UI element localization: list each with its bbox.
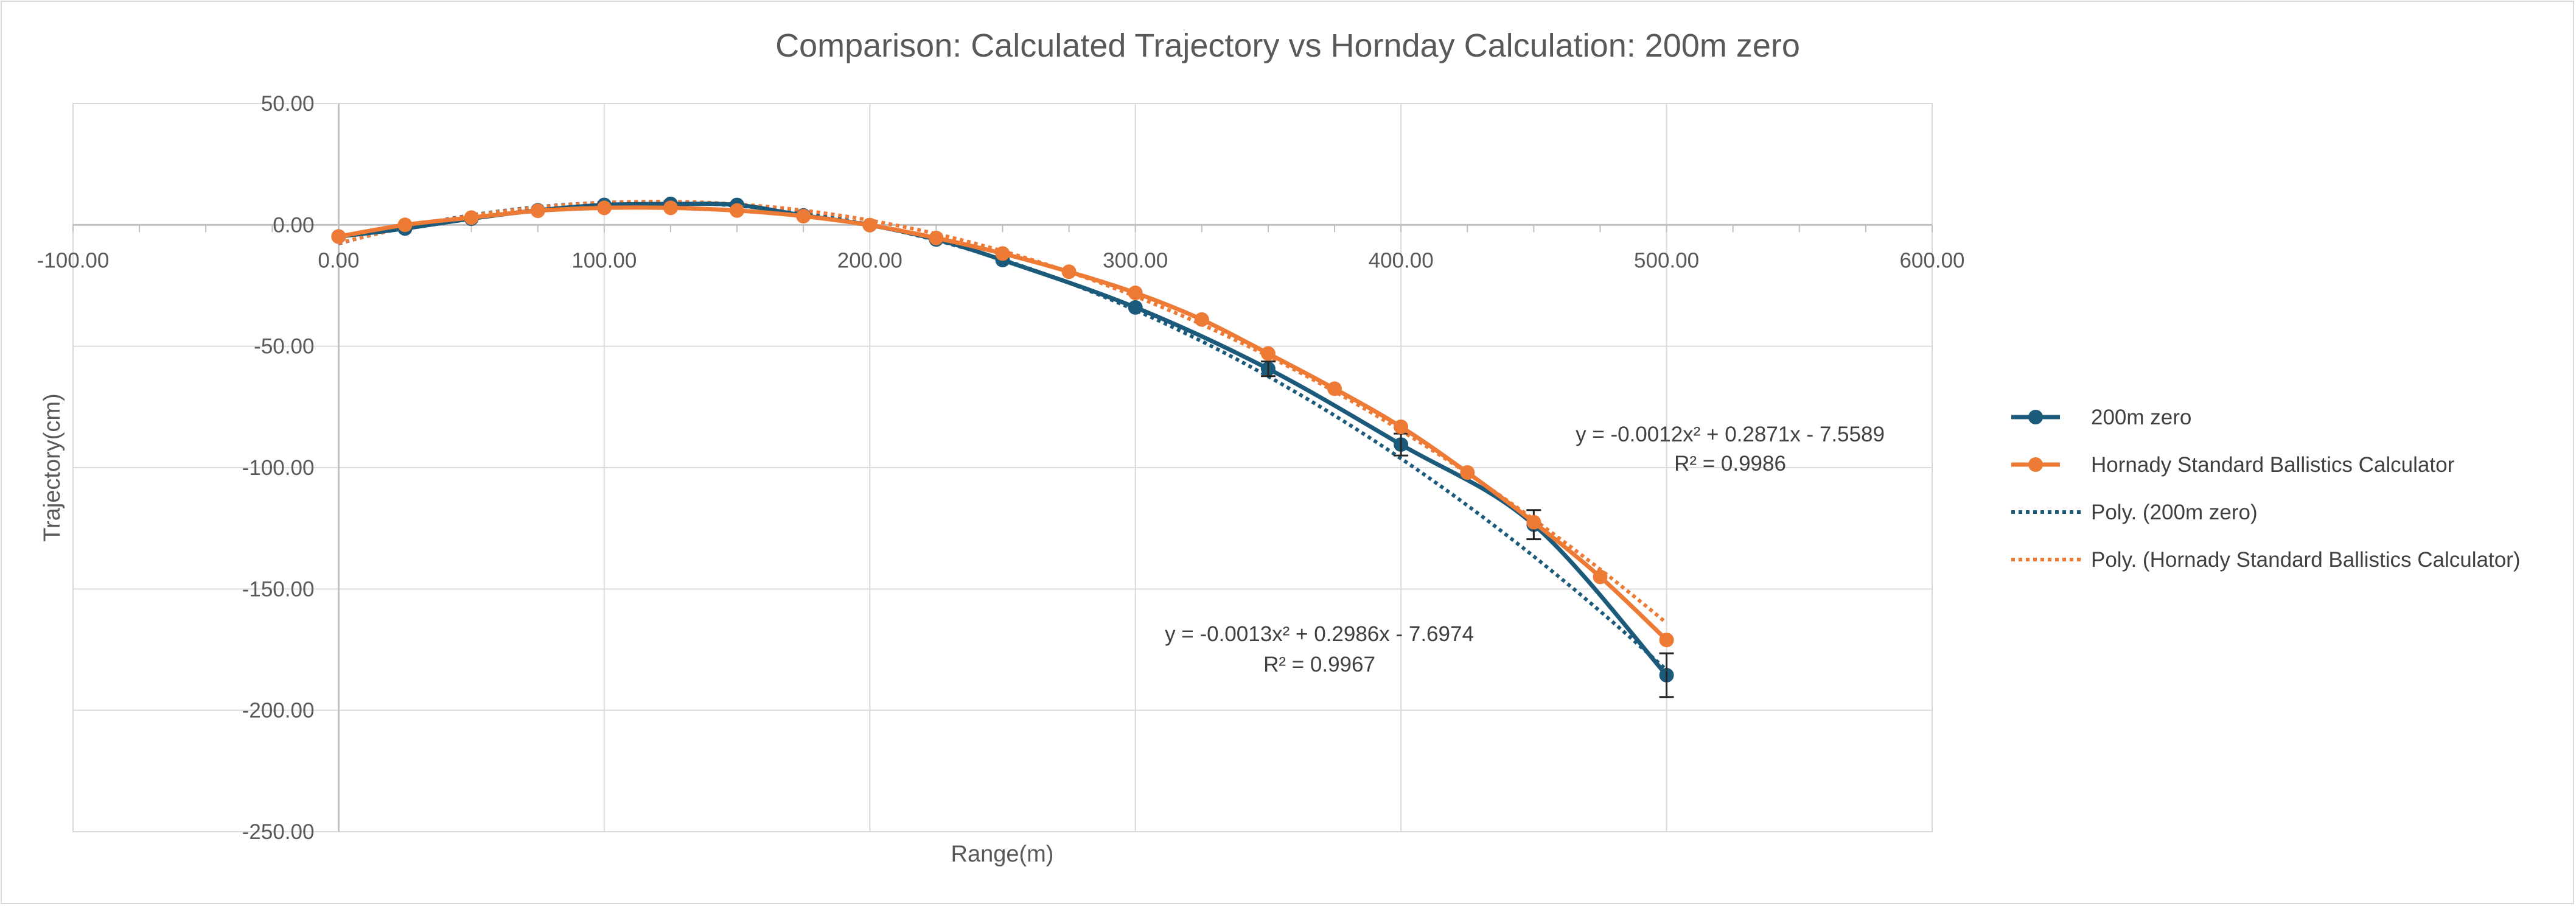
data-point-hornady [464,210,479,225]
series-line-200m-zero [338,202,1669,677]
data-point-hornady [397,217,413,233]
legend-item-poly-hornady[interactable]: Poly. (Hornady Standard Ballistics Calcu… [2011,548,2520,572]
data-point-hornady [530,203,545,219]
x-tick-label: 500.00 [1634,248,1699,272]
y-tick-label: 50.00 [261,92,315,116]
trendline-equation-hornady: y = -0.0012x² + 0.2871x - 7.5589 R² = 0.… [1576,423,1885,476]
data-point-hornady [1260,346,1276,361]
legend-item-poly-200m-zero[interactable]: Poly. (200m zero) [2011,500,2258,524]
axes [72,104,1933,832]
legend-label-hornady: Hornady Standard Ballistics Calculator [2091,453,2455,477]
data-point-hornady [1593,569,1608,585]
x-tick-label: 300.00 [1103,248,1168,272]
trendline-200m-zero [338,200,1668,672]
legend-item-hornady[interactable]: Hornady Standard Ballistics Calculator [2011,453,2455,477]
data-point-hornady [1526,514,1541,530]
y-tick-label: -50.00 [254,335,314,359]
r2-200m-zero: R² = 0.9967 [1263,653,1375,676]
chart-title: Comparison: Calculated Trajectory vs Hor… [775,27,1800,64]
r2-hornady: R² = 0.9986 [1674,452,1786,476]
data-point-hornady [1128,286,1143,300]
legend: 200m zero Hornady Standard Ballistics Ca… [2011,406,2520,572]
data-point-hornady [331,229,346,244]
data-point-hornady [862,217,878,233]
data-point-hornady [796,209,811,223]
x-tick-label: 200.00 [837,248,902,272]
data-point-hornady [1327,381,1342,396]
trendlines [338,200,1668,672]
legend-marker-200m-zero [2028,410,2043,424]
legend-marker-hornady [2028,457,2043,472]
y-tick-label: -150.00 [242,577,315,601]
data-point-hornady [730,203,745,218]
y-axis-title: Trajectory(cm) [40,393,65,541]
series-line-hornady [338,205,1669,642]
y-tick-label: -200.00 [242,699,315,723]
y-tick-label: -100.00 [242,456,315,480]
legend-item-200m-zero[interactable]: 200m zero [2011,406,2191,429]
data-point-hornady [1194,312,1209,327]
data-point-hornady [1394,420,1409,434]
x-axis-title: Range(m) [951,841,1054,867]
x-tick-label: 100.00 [571,248,637,272]
y-tick-label: 0.00 [273,213,314,237]
equation-200m-zero: y = -0.0013x² + 0.2986x - 7.6974 [1165,622,1474,646]
data-point-hornady [663,200,678,216]
grid-lines [72,103,1933,832]
x-tick-label: 600.00 [1899,248,1964,272]
data-point-hornady [1460,465,1475,480]
x-tick-label: 400.00 [1369,248,1434,272]
data-series [331,197,1674,698]
data-point-hornady [995,246,1010,261]
data-point-hornady [1061,264,1077,279]
x-tick-label: -100.00 [37,248,110,272]
data-point-hornady [596,200,612,216]
y-tick-label: -250.00 [242,820,315,844]
trendline-equation-200m: y = -0.0013x² + 0.2986x - 7.6974 R² = 0.… [1165,622,1474,676]
data-point-hornady [1659,633,1674,648]
legend-label-200m-zero: 200m zero [2091,406,2191,429]
data-point-200m-zero [1128,300,1143,315]
tick-labels: -100.00 0.00 100.00 200.00 300.00 400.00 500.0… [37,92,1965,844]
data-point-hornady [929,230,944,245]
legend-label-poly-200m-zero: Poly. (200m zero) [2091,500,2258,524]
legend-label-poly-hornady: Poly. (Hornady Standard Ballistics Calcu… [2091,548,2520,572]
equation-hornady: y = -0.0012x² + 0.2871x - 7.5589 [1576,423,1885,446]
x-tick-label: 0.00 [318,248,359,272]
